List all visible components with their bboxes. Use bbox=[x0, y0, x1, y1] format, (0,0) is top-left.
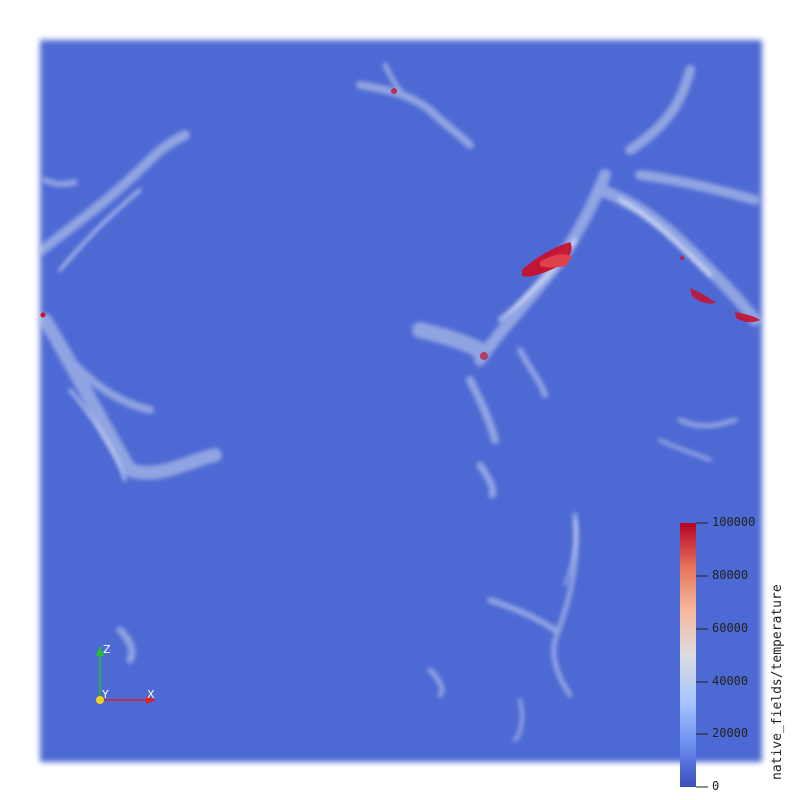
colorbar bbox=[680, 522, 708, 788]
colorbar-tick-label: 40000 bbox=[712, 674, 749, 688]
colorbar-tick-label: 20000 bbox=[712, 726, 749, 740]
z-axis-arrow bbox=[96, 646, 104, 656]
x-axis-label: X bbox=[147, 688, 155, 701]
colorbar-tick-label: 0 bbox=[712, 779, 720, 793]
colorbar-tick-label: 100000 bbox=[712, 515, 756, 529]
colorbar-ticks bbox=[696, 522, 708, 788]
y-axis-dot bbox=[96, 696, 104, 704]
colorbar-tick-label: 60000 bbox=[712, 621, 749, 635]
orientation-axes bbox=[96, 646, 156, 704]
colorbar-gradient bbox=[680, 523, 696, 787]
x-axis-arrow bbox=[146, 696, 156, 704]
hot-gas-regions bbox=[40, 88, 760, 360]
colorbar-tick-label: 80000 bbox=[712, 568, 749, 582]
colorbar-title: native_fields/temperature bbox=[770, 584, 785, 780]
y-axis-label: Y bbox=[102, 688, 109, 701]
volume-box bbox=[40, 40, 762, 762]
filament-structures bbox=[37, 62, 761, 742]
z-axis-label: Z bbox=[103, 643, 111, 656]
